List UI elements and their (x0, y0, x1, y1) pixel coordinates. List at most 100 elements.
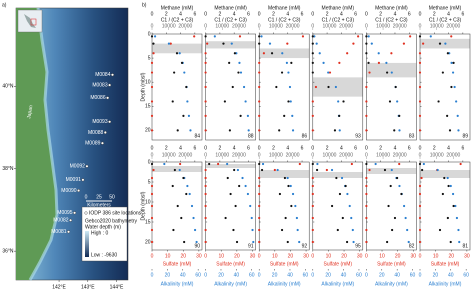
sulfate-point (206, 42, 209, 45)
alkalinity-point (252, 240, 255, 244)
panel-frame (366, 33, 417, 141)
methane-point (238, 184, 241, 188)
alkalinity-point (453, 85, 456, 89)
alkalinity-point (276, 168, 279, 172)
alkalinity-point (350, 216, 353, 220)
methane-tick-label: 4 (286, 11, 289, 17)
depth-tick-label: 0 (148, 159, 151, 165)
methane-point (180, 61, 184, 65)
alkalinity-tick-label: 40 (341, 272, 347, 278)
methane-point (441, 71, 444, 74)
sulfate-tick-label: 30 (357, 253, 363, 259)
ratio-tick-label: 0 (311, 152, 314, 158)
methane-tick-label: 2 (218, 145, 221, 151)
sulfate-point (398, 162, 401, 166)
sulfate-point (418, 71, 422, 74)
sulfate-point (365, 228, 368, 232)
methane-axis-title: Methane (mM) (268, 5, 301, 11)
sulfate-point (262, 52, 265, 55)
methane-tick-label: 4 (340, 145, 343, 151)
site-label: M0084 (95, 72, 111, 78)
methane-point (438, 228, 442, 232)
sulfate-point (258, 71, 261, 74)
alkalinity-point (226, 162, 229, 166)
site-label: M0089 (85, 141, 101, 147)
alkalinity-point (242, 85, 246, 89)
methane-point (275, 85, 278, 89)
depth-axis-title: Depth (mbsf) (140, 72, 146, 101)
alkalinity-point (390, 71, 393, 74)
sulfate-point (152, 52, 155, 55)
sulfate-point (179, 162, 182, 166)
sulfate-point (311, 240, 314, 244)
sulfate-axis-title: Sulfate (mM) (323, 261, 352, 267)
alkalinity-point (287, 71, 290, 74)
methane-point (443, 176, 446, 180)
alkalinity-point (450, 61, 453, 65)
methane-tick-label: 4 (233, 145, 236, 151)
sulfate-point (390, 52, 393, 55)
alkalinity-point (294, 204, 297, 208)
sulfate-point (204, 114, 207, 118)
sulfate-point (311, 216, 314, 220)
methane-point (447, 184, 450, 188)
alkalinity-point (348, 204, 351, 208)
alkalinity-point (167, 42, 171, 45)
sulfate-point (258, 240, 261, 244)
smtz-band (152, 43, 202, 54)
methane-point (284, 216, 287, 220)
sulfate-point (368, 71, 371, 74)
methane-point (387, 204, 390, 208)
sulfate-point (150, 71, 154, 74)
site-label: M0086 (90, 95, 106, 101)
alkalinity-tick-label: 60 (356, 272, 362, 278)
sulfate-point (258, 176, 261, 180)
alkalinity-point (230, 42, 233, 45)
sulfate-point (365, 216, 368, 220)
alkalinity-point (249, 204, 252, 208)
sulfate-point (311, 129, 314, 132)
alkalinity-tick-label: 40 (287, 272, 293, 278)
sulfate-point (150, 228, 154, 232)
site-number: 83 (409, 133, 415, 139)
methane-tick-label: 6 (247, 145, 250, 151)
alkalinity-tick-label: 60 (410, 272, 416, 278)
site-label: M0092 (70, 164, 86, 170)
methane-point (183, 240, 186, 244)
sulfate-tick-label: 30 (250, 253, 256, 259)
sulfate-point (352, 42, 355, 45)
sulfate-point (365, 100, 368, 103)
methane-point (204, 35, 207, 38)
panel-label: b) (142, 2, 147, 8)
sulfate-point (346, 52, 349, 55)
methane-tick-label: 6 (354, 145, 357, 151)
methane-point (234, 204, 237, 208)
alkalinity-tick-label: 20 (165, 272, 171, 278)
methane-point (260, 168, 264, 172)
ratio-tick-label: 10000 (430, 152, 444, 158)
sulfate-point (258, 216, 261, 220)
methane-point (345, 240, 349, 244)
smtz-band (152, 166, 202, 172)
methane-point (389, 184, 392, 188)
scale-unit: Kilometers (87, 202, 111, 208)
site-marker (81, 178, 85, 182)
sulfate-tick-label: 10 (272, 253, 278, 259)
site-label: M0091 (66, 177, 82, 183)
methane-point (391, 228, 394, 232)
smtz-band (205, 41, 256, 49)
sulfate-tick-label: 0 (365, 253, 368, 259)
methane-point (182, 114, 185, 118)
alkalinity-tick-label: 0 (365, 272, 368, 278)
alkalinity-tick-label: 60 (249, 272, 255, 278)
alkalinity-point (178, 168, 181, 172)
smtz-band (312, 172, 363, 178)
methane-point (176, 204, 179, 208)
alkalinity-point (457, 129, 460, 132)
methane-tick-label: 4 (179, 145, 182, 151)
methane-point (330, 204, 334, 208)
methane-point (239, 114, 242, 118)
scale-tick: 50 (109, 194, 115, 200)
sulfate-point (311, 184, 314, 188)
ratio-tick-label: 20000 (232, 152, 246, 158)
